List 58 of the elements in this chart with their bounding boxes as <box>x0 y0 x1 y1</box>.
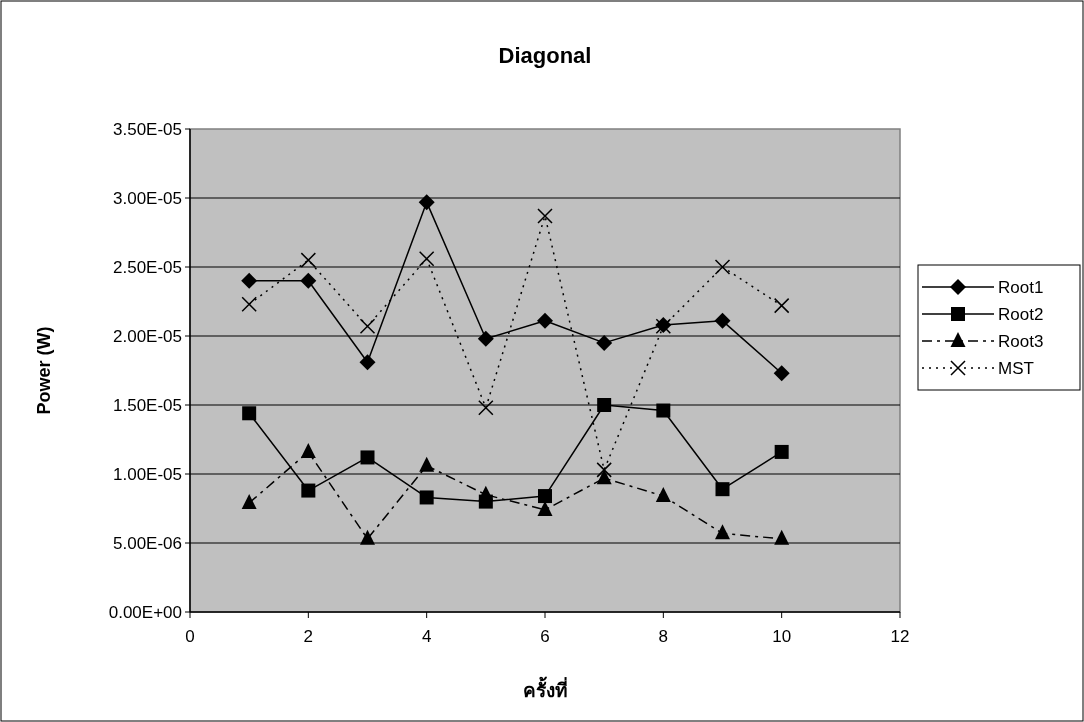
point <box>715 524 730 540</box>
legend-label: Root2 <box>998 305 1044 324</box>
point <box>656 403 671 418</box>
chart-title: Diagonal <box>498 43 592 68</box>
x-tick-label: 4 <box>421 627 432 646</box>
point <box>241 296 257 313</box>
point <box>538 489 552 504</box>
point <box>655 487 671 503</box>
point <box>774 444 789 459</box>
point <box>300 252 317 268</box>
point <box>360 450 375 465</box>
y-tick-label: 2.50E-05 <box>113 258 182 277</box>
point <box>715 482 730 497</box>
x-axis-title: ครั้งที่ <box>522 676 568 701</box>
point <box>478 485 494 501</box>
point <box>596 469 612 485</box>
x-tick-label: 8 <box>658 627 669 646</box>
y-tick-label: 1.50E-05 <box>113 396 182 415</box>
point <box>774 529 790 545</box>
point <box>241 493 257 509</box>
legend-label: Root1 <box>998 278 1044 297</box>
point <box>419 490 434 505</box>
point <box>300 272 317 289</box>
point <box>418 250 435 267</box>
point <box>360 529 375 545</box>
point <box>477 330 494 347</box>
point <box>537 312 553 329</box>
x-tick-label: 10 <box>772 627 792 646</box>
point <box>418 194 435 211</box>
point <box>242 406 257 421</box>
point <box>419 456 435 472</box>
x-tick-label: 2 <box>303 627 314 646</box>
point <box>596 334 613 351</box>
y-tick-label: 2.00E-05 <box>113 327 182 346</box>
y-tick-label: 0.00E+00 <box>108 603 182 622</box>
y-axis-title: Power (W) <box>34 326 54 415</box>
point <box>714 259 731 275</box>
point <box>537 208 553 224</box>
point <box>773 297 790 314</box>
y-tick-label: 3.50E-05 <box>113 120 182 139</box>
legend-label: MST <box>998 359 1034 378</box>
point <box>359 318 376 335</box>
point <box>301 483 316 498</box>
x-tick-label: 0 <box>185 627 195 646</box>
point <box>359 354 376 371</box>
point <box>597 398 612 412</box>
point <box>714 312 731 329</box>
x-tick-label: 6 <box>540 627 550 646</box>
x-tick-label: 12 <box>890 627 910 646</box>
point <box>478 400 494 416</box>
y-tick-label: 3.00E-05 <box>113 189 182 208</box>
y-tick-label: 1.00E-05 <box>113 465 182 484</box>
point <box>241 272 258 289</box>
point <box>300 442 316 458</box>
point <box>773 365 790 382</box>
y-tick-label: 5.00E-06 <box>113 534 182 553</box>
legend-label: Root3 <box>998 332 1044 351</box>
point <box>596 462 612 478</box>
